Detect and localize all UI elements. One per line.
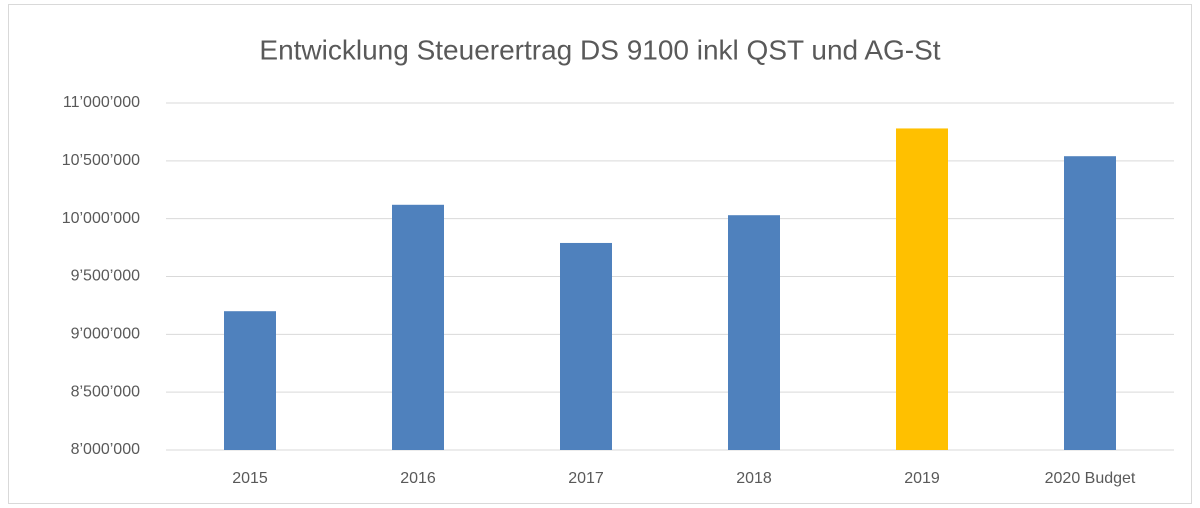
x-tick-label: 2017: [568, 470, 604, 487]
y-tick-label: 11’000’000: [63, 94, 140, 111]
bar: [896, 128, 948, 451]
y-tick-label: 8’500’000: [71, 383, 141, 400]
bar: [728, 215, 780, 450]
x-tick-label: 2015: [232, 470, 268, 487]
y-tick-label: 8’000’000: [71, 441, 141, 458]
x-tick-label: 2020 Budget: [1045, 470, 1136, 487]
y-tick-label: 10’000’000: [62, 210, 140, 227]
y-tick-label: 10’500’000: [62, 152, 140, 169]
x-tick-label: 2016: [400, 470, 436, 487]
x-tick-label: 2019: [904, 470, 940, 487]
x-tick-label: 2018: [736, 470, 772, 487]
chart-title: Entwicklung Steuerertrag DS 9100 inkl QS…: [259, 34, 940, 65]
y-tick-label: 9’500’000: [71, 268, 141, 285]
bar: [1064, 156, 1116, 450]
bar: [392, 204, 444, 450]
y-tick-label: 9’000’000: [71, 326, 141, 343]
bar: [224, 311, 276, 450]
bar: [560, 242, 612, 450]
